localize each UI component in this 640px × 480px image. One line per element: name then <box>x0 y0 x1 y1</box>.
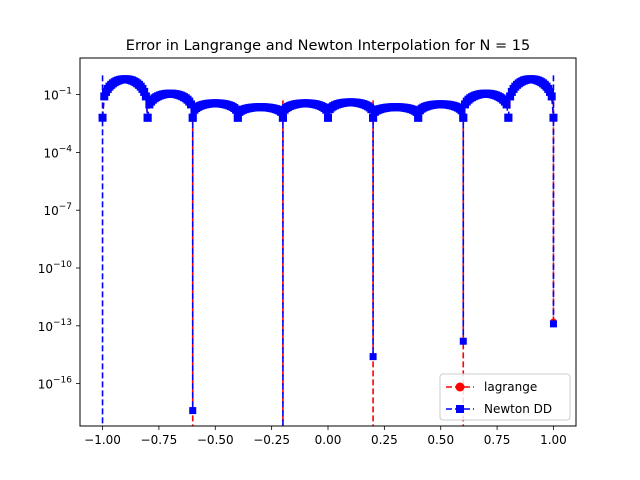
newton-marker <box>278 113 287 122</box>
newton-marker <box>502 100 511 109</box>
x-tick-label: 1.00 <box>540 433 567 447</box>
x-tick-label: 0.00 <box>315 433 342 447</box>
x-tick-label: −1.00 <box>84 433 121 447</box>
y-tick-label: 10−4 <box>43 144 72 160</box>
x-tick-label: −0.25 <box>253 433 290 447</box>
newton-marker <box>141 92 150 101</box>
newton-marker <box>188 113 197 122</box>
newton-marker <box>100 92 109 101</box>
legend: lagrange Newton DD <box>439 373 571 421</box>
legend-marker-lagrange <box>455 382 465 392</box>
newton-marker <box>369 113 378 122</box>
newton-marker <box>506 92 515 101</box>
newton-marker <box>189 407 197 415</box>
x-tick-label: −0.50 <box>197 433 234 447</box>
newton-marker <box>143 113 152 122</box>
newton-marker <box>233 113 242 122</box>
x-tick-label: 0.50 <box>427 433 454 447</box>
newton-marker <box>140 87 149 96</box>
newton-marker <box>549 320 557 328</box>
newton-marker <box>414 113 423 122</box>
x-tick-label: 0.75 <box>484 433 511 447</box>
x-axis: −1.00 −0.75 −0.50 −0.25 0.00 0.25 0.50 0.75 1.00 <box>84 426 567 447</box>
newton-marker <box>549 113 558 122</box>
newton-marker <box>459 113 468 122</box>
newton-marker <box>98 113 107 122</box>
newton-marker <box>547 92 556 101</box>
legend-marker-newton <box>456 405 464 413</box>
newton-marker <box>504 113 513 122</box>
x-tick-label: 0.25 <box>371 433 398 447</box>
y-axis: 10−1 10−4 10−7 10−10 10−13 10−16 <box>38 87 80 392</box>
newton-marker <box>459 337 467 345</box>
newton-marker <box>545 87 554 96</box>
chart-title: Error in Langrange and Newton Interpolat… <box>126 38 530 54</box>
y-tick-label: 10−1 <box>43 87 72 103</box>
newton-marker <box>324 113 332 122</box>
y-tick-label: 10−16 <box>38 376 73 392</box>
legend-label-newton: Newton DD <box>484 402 552 416</box>
y-tick-label: 10−7 <box>43 202 72 218</box>
x-tick-label: −0.75 <box>141 433 178 447</box>
y-tick-label: 10−13 <box>38 318 72 334</box>
plot-data-layer <box>98 75 558 426</box>
newton-marker <box>457 106 466 115</box>
newton-marker <box>186 100 195 109</box>
newton-marker <box>369 353 377 361</box>
y-tick-label: 10−10 <box>38 260 73 276</box>
legend-label-lagrange: lagrange <box>484 380 537 394</box>
